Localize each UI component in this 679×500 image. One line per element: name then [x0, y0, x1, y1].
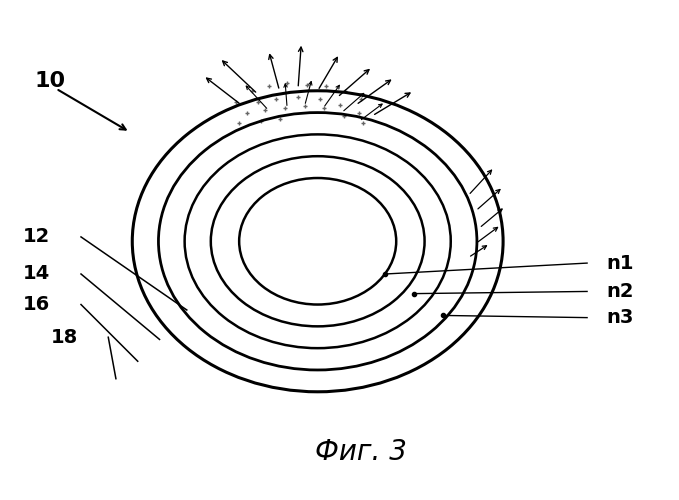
Text: n1: n1 [607, 254, 634, 272]
Text: 18: 18 [50, 328, 77, 347]
Text: 14: 14 [23, 264, 50, 283]
Text: 10: 10 [34, 71, 65, 91]
Text: 16: 16 [23, 295, 50, 314]
Text: n2: n2 [607, 282, 634, 301]
Text: Фиг. 3: Фиг. 3 [315, 438, 407, 466]
Text: 12: 12 [23, 228, 50, 246]
Text: n3: n3 [607, 308, 634, 327]
